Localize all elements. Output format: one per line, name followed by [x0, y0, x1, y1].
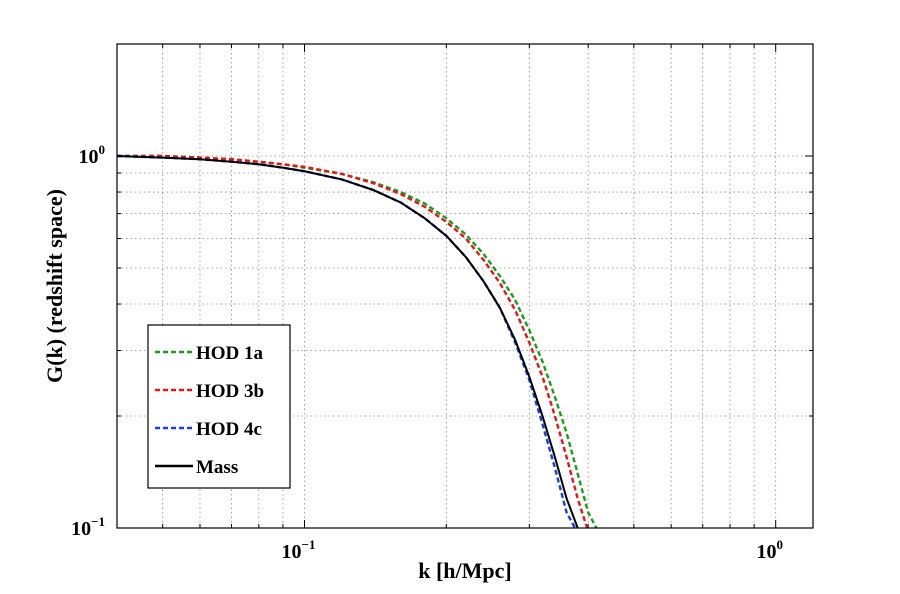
ticks: [116, 43, 813, 529]
x-axis-label: k [h/Mpc]: [418, 558, 512, 583]
legend-label-hod-3b: HOD 3b: [196, 381, 264, 402]
legend: HOD 1a HOD 3b HOD 4c Mass: [147, 324, 291, 489]
series-layer: [117, 154, 598, 528]
series-line-hod-3b: [117, 154, 589, 528]
legend-label-hod-1a: HOD 1a: [196, 343, 264, 364]
legend-label-mass: Mass: [196, 457, 238, 478]
legend-label-hod-4c: HOD 4c: [196, 419, 262, 440]
y-axis-label: G(k) (redshift space): [42, 189, 67, 383]
axes-frame: [116, 43, 814, 529]
series-line-mass: [117, 154, 579, 528]
